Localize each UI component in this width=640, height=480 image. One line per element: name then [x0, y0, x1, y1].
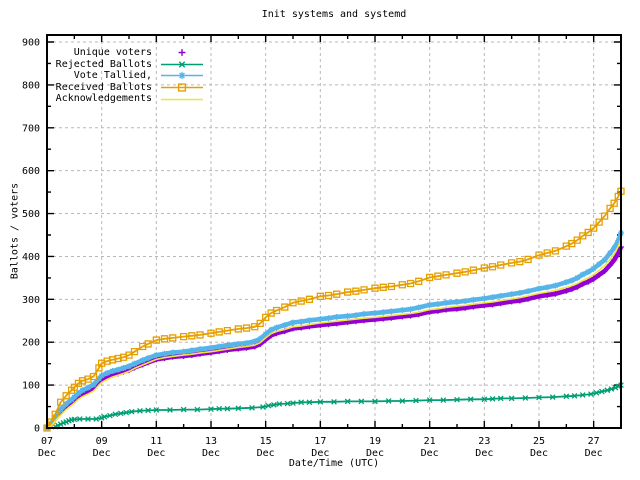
x-tick-label-month: Dec [257, 448, 275, 459]
legend-sample-square [161, 83, 203, 92]
x-tick-label-month: Dec [366, 448, 384, 459]
series-line-1 [54, 384, 622, 428]
legend-label: Received Ballots [55, 81, 152, 93]
legend-label: Vote Tallied, [73, 70, 152, 82]
y-tick-label: 800 [22, 80, 40, 91]
y-tick-label: 500 [22, 209, 40, 220]
legend-sample-plus [178, 49, 186, 57]
x-tick-label-month: Dec [475, 448, 493, 459]
x-tick-label-month: Dec [421, 448, 439, 459]
y-tick-label: 400 [22, 252, 40, 263]
legend-sample-x [161, 61, 203, 68]
legend-item-acknowledgements: Acknowledgements [55, 93, 204, 105]
x-tick-label-day: 25 [533, 436, 545, 447]
series-line-3 [46, 190, 622, 429]
legend: Unique voters Rejected Ballots Vote Tallie… [55, 47, 204, 105]
y-tick-label: 900 [22, 38, 40, 49]
series-line-0 [45, 246, 624, 430]
legend-item-received-ballots: Received Ballots [55, 82, 204, 94]
legend-label: Rejected Ballots [55, 58, 152, 70]
x-tick-label-day: 09 [96, 436, 108, 447]
y-tick-label: 0 [34, 424, 40, 435]
chart-title: Init systems and systemd [261, 9, 407, 20]
x-tick-label-month: Dec [93, 448, 111, 459]
x-tick-label-day: 11 [150, 436, 162, 447]
x-tick-label-day: 17 [314, 436, 326, 447]
x-tick-label-month: Dec [311, 448, 329, 459]
series-markers-0 [44, 244, 624, 431]
x-tick-label-day: 23 [478, 436, 490, 447]
legend-item-unique-voters: Unique voters [55, 47, 204, 59]
y-tick-label: 600 [22, 166, 40, 177]
x-tick-label-day: 27 [588, 436, 600, 447]
plot-border [46, 34, 622, 429]
series-line-2 [45, 232, 624, 430]
series-line-4 [46, 239, 622, 429]
legend-label: Unique voters [73, 47, 152, 58]
x-tick-label-day: 19 [369, 436, 381, 447]
series-markers-1 [52, 382, 624, 430]
x-axis-label: Date/Time (UTC) [288, 458, 380, 469]
x-tick-label-day: 15 [260, 436, 272, 447]
x-tick-label-day: 13 [205, 436, 217, 447]
legend-label: Acknowledgements [55, 93, 152, 105]
legend-sample-none [161, 98, 203, 100]
legend-sample-asterisk [161, 72, 203, 80]
y-tick-label: 100 [22, 381, 40, 392]
series-markers-3 [43, 187, 625, 432]
y-tick-label: 300 [22, 295, 40, 306]
legend-item-rejected-ballots: Rejected Ballots [55, 59, 204, 71]
x-tick-label-day: 21 [424, 436, 436, 447]
x-tick-label-day: 07 [41, 436, 53, 447]
y-tick-label: 200 [22, 338, 40, 349]
x-tick-label-month: Dec [585, 448, 603, 459]
x-tick-label-month: Dec [202, 448, 220, 459]
legend-item-vote-tallied: Vote Tallied, [55, 70, 204, 82]
y-tick-label: 700 [22, 123, 40, 134]
x-tick-label-month: Dec [530, 448, 548, 459]
series-markers-2 [44, 229, 624, 431]
x-tick-label-month: Dec [38, 448, 56, 459]
x-tick-label-month: Dec [147, 448, 165, 459]
